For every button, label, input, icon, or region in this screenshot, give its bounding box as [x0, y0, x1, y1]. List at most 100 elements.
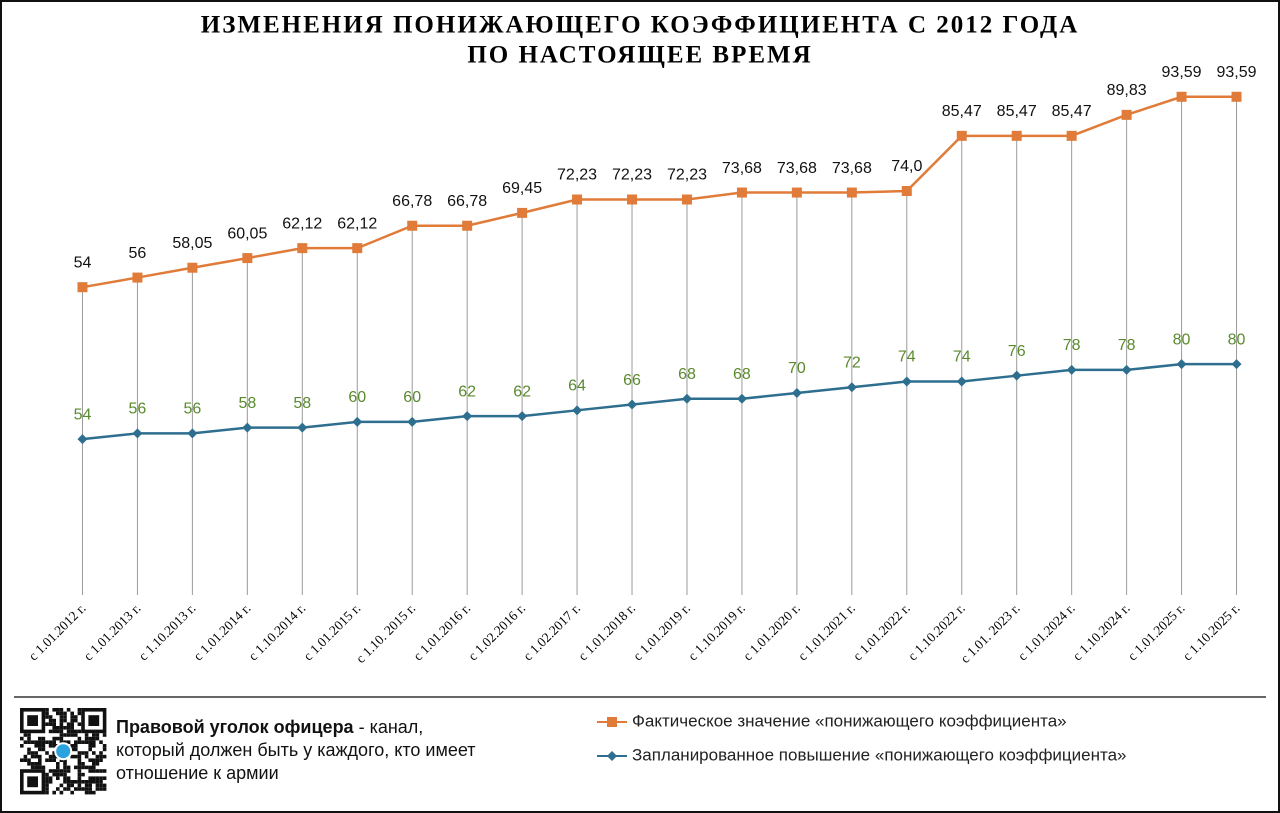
qr-cell: [38, 744, 42, 748]
qr-cell: [56, 708, 60, 712]
qr-cell: [88, 783, 92, 788]
qr-cell: [63, 726, 67, 730]
qr-cell: [74, 765, 78, 770]
qr-cell: [70, 718, 74, 723]
qr-cell: [70, 744, 74, 748]
qr-cell: [77, 722, 82, 726]
qr-cell: [99, 751, 103, 755]
marker: [352, 416, 363, 427]
qr-cell: [77, 783, 82, 788]
qr-cell: [52, 718, 56, 723]
data-label: 80: [1173, 331, 1191, 348]
qr-cell: [66, 722, 71, 726]
x-tick-label: с 1.02.2016 г.: [465, 601, 528, 664]
x-tick-label: с 1.01.2018 г.: [575, 601, 638, 664]
qr-cell: [99, 783, 103, 788]
qr-cell: [66, 733, 71, 737]
marker: [1176, 359, 1187, 370]
qr-cell: [56, 736, 60, 741]
qr-cell: [70, 711, 74, 716]
qr-cell: [84, 790, 89, 795]
data-label: 62,12: [282, 215, 322, 232]
legend-label: Фактическое значение «понижающего коэффи…: [632, 711, 1067, 730]
qr-cell: [34, 740, 38, 744]
qr-cell: [77, 740, 82, 744]
data-label: 68: [733, 366, 751, 383]
marker: [736, 393, 747, 404]
qr-cell: [77, 711, 82, 716]
x-tick-label: с 1.01.2025 г.: [1125, 601, 1188, 664]
marker: [242, 422, 253, 433]
x-tick-label: с 1.10.2024 г.: [1070, 601, 1133, 664]
qr-cell: [88, 736, 92, 741]
qr-cell: [88, 769, 92, 773]
qr-cell: [27, 740, 31, 744]
qr-cell: [95, 783, 100, 788]
qr-cell: [52, 769, 56, 773]
data-label: 62: [513, 383, 531, 400]
qr-cell: [74, 780, 78, 784]
qr-cell: [92, 776, 96, 780]
data-label: 60: [403, 389, 421, 406]
data-label: 73,68: [832, 160, 872, 177]
qr-cell: [56, 776, 60, 780]
qr-cell: [45, 758, 49, 762]
qr-cell: [99, 787, 103, 791]
qr-cell: [74, 729, 78, 734]
qr-cell: [45, 740, 49, 744]
data-label: 80: [1228, 331, 1246, 348]
qr-cell: [63, 740, 67, 744]
qr-cell: [59, 783, 64, 788]
qr-cell: [63, 718, 67, 723]
qr-cell: [52, 722, 56, 726]
qr-cell: [41, 736, 46, 741]
qr-cell: [34, 751, 38, 755]
qr-cell: [102, 744, 107, 748]
marker: [572, 194, 583, 205]
qr-cell: [88, 765, 92, 770]
qr-cell: [74, 733, 78, 737]
qr-cell: [41, 765, 46, 770]
qr-finder: [27, 715, 38, 726]
x-tick-label: с 1.10.2019 г.: [685, 601, 748, 664]
x-tick-label: с 1.01.2016 г.: [410, 601, 473, 664]
qr-cell: [34, 754, 38, 759]
qr-cell: [23, 754, 28, 759]
series-line: [82, 362, 1237, 441]
marker: [407, 220, 418, 231]
qr-logo: [54, 742, 73, 761]
qr-cell: [63, 758, 67, 762]
qr-cell: [34, 744, 38, 748]
qr-cell: [45, 776, 49, 780]
marker: [517, 411, 528, 422]
qr-cell: [59, 708, 64, 712]
qr-cell: [70, 722, 74, 726]
qr-cell: [63, 769, 67, 773]
qr-cell: [102, 783, 107, 788]
marker: [681, 194, 692, 205]
qr-cell: [92, 765, 96, 770]
x-tick-label: с 1.01.2024 г.: [1015, 601, 1078, 664]
qr-cell: [74, 715, 78, 719]
qr-cell: [92, 762, 96, 766]
qr-cell: [20, 758, 24, 762]
qr-cell: [92, 780, 96, 784]
qr-cell: [88, 780, 92, 784]
chart-title: ПО НАСТОЯЩЕЕ ВРЕМЯ: [467, 42, 812, 69]
qr-cell: [63, 733, 67, 737]
qr-cell: [59, 740, 64, 744]
qr-cell: [38, 758, 42, 762]
qr-cell: [52, 744, 56, 748]
qr-cell: [70, 733, 74, 737]
qr-cell: [56, 772, 60, 777]
marker: [901, 186, 912, 196]
x-tick-label: с 1.10.2014 г.: [245, 601, 308, 664]
data-label: 73,68: [722, 160, 762, 177]
x-tick-label: с 1.01.2021 г.: [795, 601, 858, 664]
qr-cell: [77, 787, 82, 791]
qr-cell: [77, 729, 82, 734]
series-line: [82, 95, 1237, 289]
marker: [462, 411, 473, 422]
marker: [956, 130, 967, 141]
marker: [77, 282, 88, 293]
